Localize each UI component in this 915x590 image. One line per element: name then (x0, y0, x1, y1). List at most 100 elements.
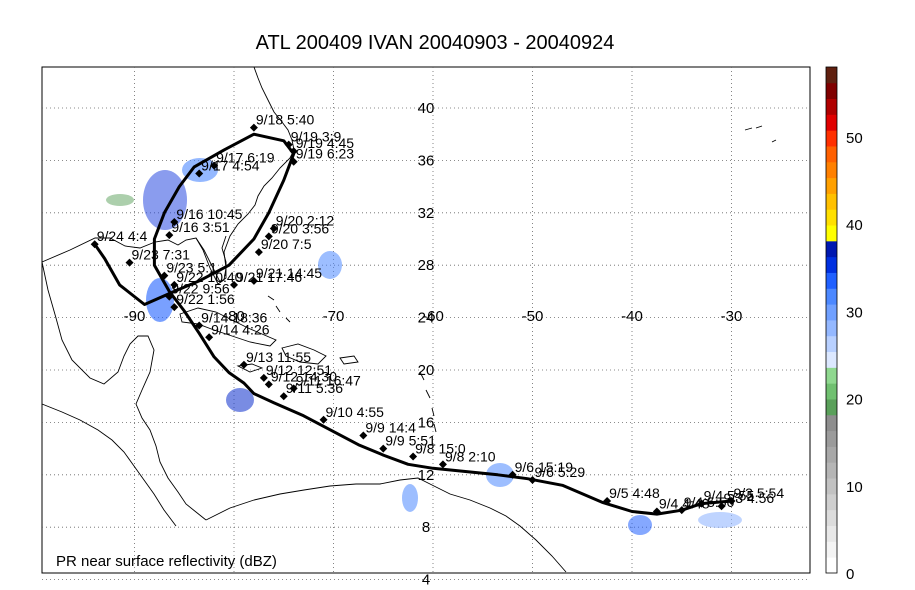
latitude-label: 36 (418, 152, 435, 169)
track-marker (170, 217, 179, 226)
longitude-label: -40 (621, 308, 643, 325)
colorbar (825, 66, 838, 574)
track-marker (170, 280, 179, 289)
mexico-coastline (41, 261, 207, 521)
track-label: 9/6 15:19 (515, 459, 574, 475)
colorbar-segment (826, 114, 837, 131)
longitude-label: -30 (721, 308, 743, 325)
rain-patch (318, 251, 342, 279)
track-label: 9/8 15:0 (415, 440, 466, 456)
colorbar-segment (826, 493, 837, 511)
track-marker (125, 258, 134, 267)
track-label: 9/19 6:23 (296, 146, 355, 162)
track-label: 9/16 3:51 (171, 219, 230, 235)
track-marker (90, 240, 99, 249)
latitude-label: 40 (418, 100, 435, 117)
track-label: 9/24 4:4 (97, 228, 148, 244)
florida-peninsula (195, 235, 227, 283)
colorbar-segment (826, 335, 837, 353)
track-label: 9/4 5:50 (684, 494, 735, 510)
colorbar-segment (826, 288, 837, 305)
colorbar-tick-label: 50 (846, 130, 863, 147)
track-label: 9/3 4:56 (724, 490, 775, 506)
track-marker (289, 384, 298, 393)
latitude-labels: 40 36 32 28 24 20 16 12 8 4 (418, 100, 435, 589)
track-label: 9/5 4:48 (609, 485, 660, 501)
track-marker (289, 157, 298, 166)
rain-patch (106, 194, 134, 206)
track-label: 9/22 9:56 (171, 281, 230, 297)
colorbar-border (825, 66, 838, 574)
track-label: 9/17 4:54 (201, 158, 260, 174)
colorbar-segment (826, 82, 837, 100)
track-marker (239, 360, 248, 369)
track-label: 9/20 2:12 (276, 213, 335, 229)
longitude-label: -90 (124, 308, 146, 325)
track-marker (319, 415, 328, 424)
colorbar-labels: 50 40 30 20 10 0 (846, 130, 863, 583)
colorbar-segment (826, 446, 837, 463)
colorbar-segment (826, 256, 837, 273)
track-marker (409, 452, 418, 461)
colorbar-tick-label: 0 (846, 566, 854, 583)
track-marker (249, 276, 258, 285)
colorbar-segment (826, 193, 837, 210)
track-label: 9/14 4:26 (211, 321, 270, 337)
longitude-label: -70 (323, 308, 345, 325)
track-label: 9/17 6:19 (216, 150, 275, 166)
track-marker (230, 280, 238, 289)
track-label: 9/12 12:51 (266, 362, 332, 378)
colorbar-segment (826, 304, 837, 321)
track-label: 9/20 7:5 (261, 236, 312, 252)
track-marker (205, 333, 214, 342)
track-label: 9/14 18:36 (201, 309, 267, 325)
colorbar-segment (826, 462, 837, 479)
track-label: 9/9 5:51 (385, 433, 436, 449)
colorbar-segment (826, 67, 837, 84)
colorbar-segment (826, 240, 837, 258)
rain-patch (628, 515, 652, 535)
latitude-label: 4 (422, 572, 430, 589)
track-label: 9/4 4:48 (659, 495, 710, 511)
track-marker (379, 444, 388, 453)
colorbar-segment (826, 351, 837, 368)
south-america-coastline (205, 477, 567, 573)
colorbar-segment (826, 225, 837, 242)
latitude-label: 16 (418, 414, 435, 431)
map-frame (41, 66, 811, 574)
track-label: 9/21 14:45 (256, 265, 322, 281)
track-marker (259, 373, 268, 382)
track-marker (195, 169, 204, 178)
colorbar-segment (826, 557, 837, 574)
track-marker (508, 470, 517, 479)
colorbar-segment (826, 383, 837, 400)
longitude-labels: -90 -80 -70 -60 -50 -40 -30 (124, 308, 743, 325)
colorbar-segment (826, 177, 837, 194)
track-marker (289, 147, 298, 156)
track-label: 9/23 5:1 (166, 260, 217, 276)
track-marker (697, 499, 706, 508)
lesser-antilles (419, 371, 437, 433)
track-label: 9/22 10:40 (176, 269, 242, 285)
track-label: 9/19 4:45 (296, 135, 355, 151)
track-label: 9/18 5:40 (256, 112, 315, 128)
rain-patch (226, 388, 254, 412)
colorbar-segment (826, 414, 837, 432)
latitude-label: 8 (422, 519, 430, 536)
track-label: 9/8 2:10 (445, 448, 496, 464)
colorbar-segment (826, 399, 837, 416)
colorbar-segment (826, 146, 837, 163)
track-marker (279, 392, 288, 401)
colorbar-segment (826, 272, 837, 289)
track-label: 9/19 3:9 (291, 129, 342, 145)
track-label: 9/22 1:56 (176, 291, 235, 307)
track-marker (284, 140, 293, 149)
us-coastline (41, 66, 295, 285)
colorbar-segment (826, 509, 837, 526)
longitude-label: -60 (422, 308, 444, 325)
track-marker (438, 460, 447, 469)
track-label: 9/23 7:31 (132, 247, 191, 263)
puerto-rico-island (339, 355, 359, 365)
track-marker (264, 232, 273, 241)
